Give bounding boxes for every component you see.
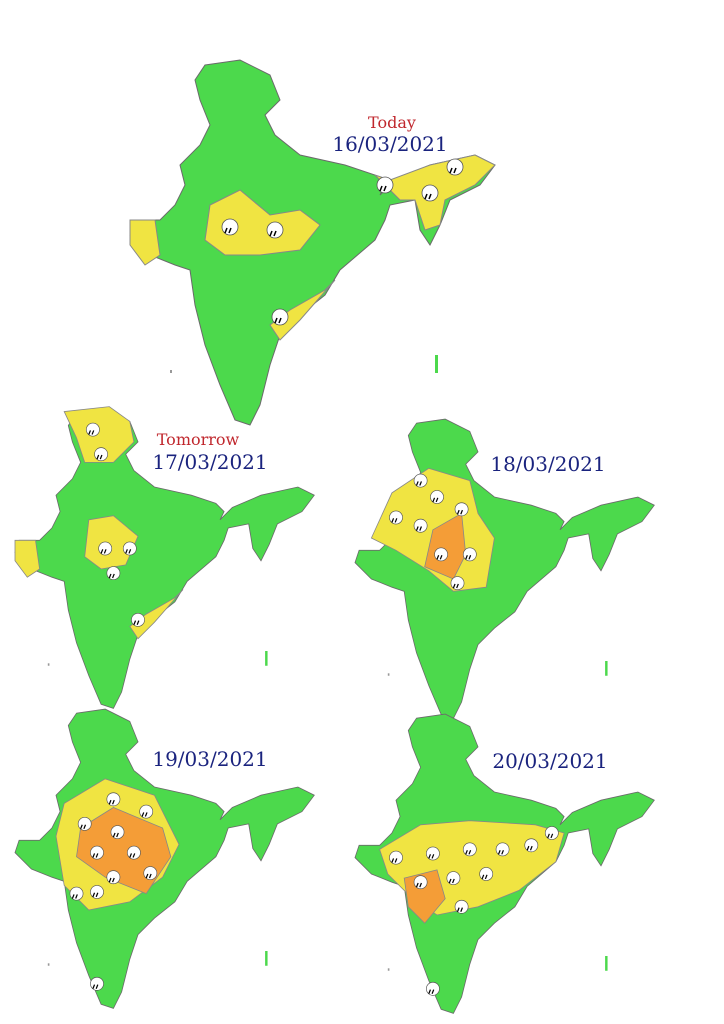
day-label: Tomorrow [157,430,240,449]
date: 16/03/2021 [332,132,447,156]
date: 19/03/2021 [152,747,267,771]
map-today [129,59,496,426]
date: 17/03/2021 [152,450,267,474]
map-tomorrow [14,406,315,709]
day-label: Today [368,113,416,132]
date: 18/03/2021 [490,452,605,476]
map-19 [14,708,315,1009]
map-20 [354,713,655,1014]
date: 20/03/2021 [492,749,607,773]
map-18 [354,418,655,719]
